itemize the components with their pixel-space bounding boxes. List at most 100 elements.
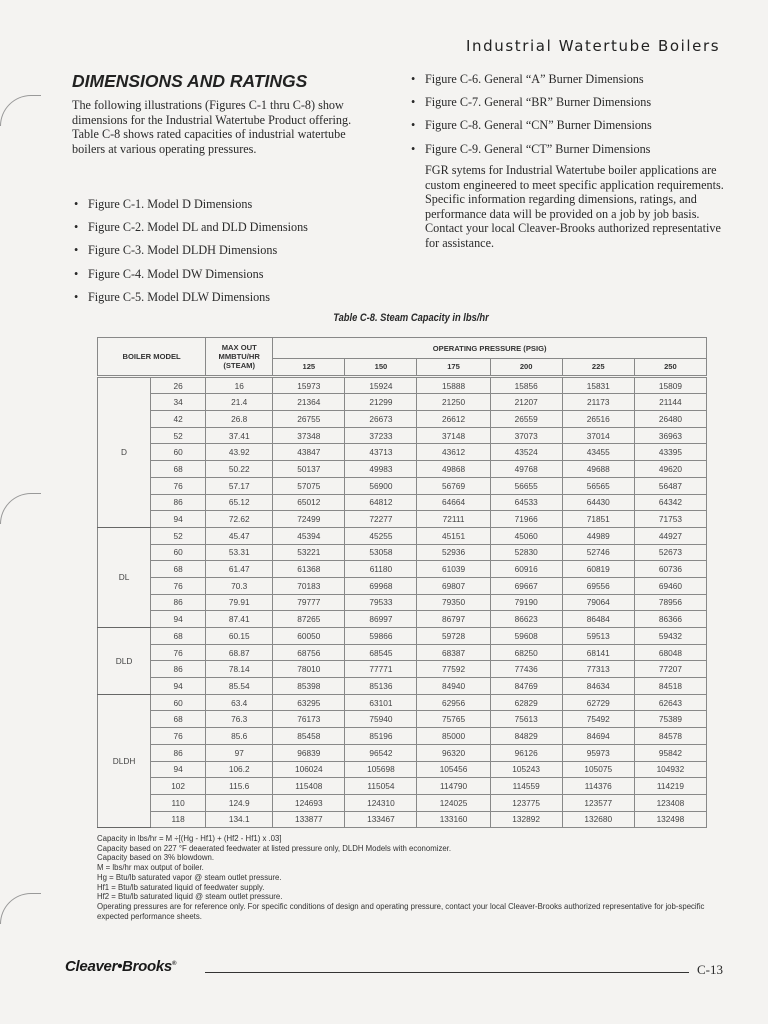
capacity-cell: 69807 bbox=[416, 576, 491, 595]
capacity-cell: 75492 bbox=[561, 710, 635, 729]
model-size-cell: 76 bbox=[150, 576, 207, 595]
model-size-cell: 76 bbox=[150, 727, 207, 745]
capacity-cell: 124310 bbox=[344, 793, 418, 812]
max-out-cell: 57.17 bbox=[205, 476, 274, 495]
capacity-cell: 78010 bbox=[272, 660, 346, 679]
capacity-cell: 56769 bbox=[416, 476, 491, 495]
capacity-cell: 114559 bbox=[489, 777, 563, 795]
capacity-cell: 84940 bbox=[416, 677, 491, 695]
capacity-cell: 84578 bbox=[633, 727, 708, 745]
max-out-cell: 60.15 bbox=[205, 627, 274, 645]
capacity-cell: 72277 bbox=[344, 510, 418, 528]
capacity-cell: 57075 bbox=[272, 476, 346, 495]
capacity-cell: 68141 bbox=[561, 643, 635, 662]
capacity-cell: 26480 bbox=[633, 410, 708, 428]
capacity-cell: 77313 bbox=[561, 660, 635, 679]
max-out-cell: 63.4 bbox=[205, 693, 274, 712]
capacity-cell: 26755 bbox=[272, 410, 346, 428]
max-out-cell: 78.14 bbox=[205, 660, 274, 679]
model-size-cell: 86 bbox=[150, 660, 207, 679]
capacity-cell: 68048 bbox=[633, 643, 708, 662]
note: Hf1 = Btu/lb saturated liquid of feedwat… bbox=[97, 882, 265, 892]
header-pressure: 125 bbox=[272, 358, 346, 378]
capacity-cell: 123577 bbox=[561, 793, 635, 812]
capacity-cell: 71966 bbox=[489, 510, 563, 528]
table-row: 76 85.6 85458 85196 85000 84829 84694 84578 bbox=[98, 727, 708, 745]
list-item: Figure C-6. General “A” Burner Dimension… bbox=[409, 72, 652, 95]
capacity-cell: 69667 bbox=[489, 576, 563, 595]
table-row: 76 70.3 70183 69968 69807 69667 69556 69460 bbox=[98, 576, 708, 595]
max-out-cell: 43.92 bbox=[205, 443, 274, 462]
model-size-cell: 94 bbox=[150, 677, 207, 695]
capacity-cell: 62829 bbox=[489, 693, 563, 712]
table-caption: Table C-8. Steam Capacity in lbs/hr bbox=[333, 312, 489, 324]
capacity-cell: 60736 bbox=[633, 560, 708, 578]
table-row: D 26 16 15973 15924 15888 15856 15831 15809 bbox=[96, 375, 708, 528]
capacity-cell: 49768 bbox=[489, 460, 563, 478]
capacity-cell: 64342 bbox=[633, 493, 708, 512]
header-pressure: 175 bbox=[416, 358, 491, 378]
capacity-cell: 15831 bbox=[561, 375, 635, 395]
punch-hole-mark bbox=[0, 95, 41, 126]
capacity-cell: 85398 bbox=[272, 677, 346, 695]
running-header: Industrial Watertube Boilers bbox=[466, 37, 721, 55]
capacity-cell: 132680 bbox=[561, 810, 635, 829]
table-row: 86 78.14 78010 77771 77592 77436 77313 77207 bbox=[98, 660, 708, 679]
capacity-cell: 61180 bbox=[344, 560, 418, 578]
capacity-cell: 75940 bbox=[344, 710, 418, 729]
capacity-cell: 114219 bbox=[633, 777, 708, 795]
capacity-cell: 115054 bbox=[344, 777, 418, 795]
capacity-cell: 64533 bbox=[489, 493, 563, 512]
capacity-cell: 114376 bbox=[561, 777, 635, 795]
capacity-cell: 56655 bbox=[489, 476, 563, 495]
model-size-cell: 94 bbox=[150, 760, 207, 779]
model-size-cell: 86 bbox=[150, 593, 207, 612]
capacity-cell: 21207 bbox=[489, 393, 563, 412]
max-out-cell: 68.87 bbox=[205, 643, 274, 662]
punch-hole-mark bbox=[0, 893, 41, 924]
max-out-cell: 87.41 bbox=[205, 610, 274, 628]
capacity-cell: 132892 bbox=[489, 810, 563, 829]
note: Operating pressures are for reference on… bbox=[97, 901, 705, 921]
note: Hg = Btu/lb saturated vapor @ steam outl… bbox=[97, 872, 282, 882]
model-size-cell: 52 bbox=[150, 526, 207, 545]
max-out-cell: 76.3 bbox=[205, 710, 274, 729]
max-out-cell: 26.8 bbox=[205, 410, 274, 428]
capacity-cell: 21364 bbox=[272, 393, 346, 412]
model-size-cell: 42 bbox=[150, 410, 207, 428]
table-row: 68 61.47 61368 61180 61039 60916 60819 60736 bbox=[98, 560, 708, 578]
model-size-cell: 52 bbox=[150, 426, 207, 445]
model-size-cell: 60 bbox=[150, 693, 207, 712]
capacity-cell: 52936 bbox=[416, 543, 491, 562]
header-pressure: 225 bbox=[561, 358, 635, 378]
table-row: 94 85.54 85398 85136 84940 84769 84634 84518 bbox=[97, 677, 708, 695]
capacity-cell: 62729 bbox=[561, 693, 635, 712]
capacity-cell: 84769 bbox=[489, 677, 563, 695]
table-row: 118 134.1 133877 133467 133160 132892 132680 13… bbox=[97, 810, 708, 829]
capacity-cell: 21144 bbox=[633, 393, 708, 412]
figure-list-right: Figure C-6. General “A” Burner Dimension… bbox=[409, 72, 652, 165]
capacity-cell: 77771 bbox=[344, 660, 418, 679]
max-out-cell: 106.2 bbox=[205, 760, 274, 779]
model-size-cell: 94 bbox=[150, 610, 207, 628]
capacity-cell: 84518 bbox=[633, 677, 708, 695]
model-size-cell: 68 bbox=[150, 710, 207, 729]
capacity-cell: 79064 bbox=[561, 593, 635, 612]
header-pressure: 200 bbox=[489, 358, 563, 378]
capacity-cell: 72111 bbox=[416, 510, 491, 528]
capacity-cell: 63295 bbox=[272, 693, 346, 712]
intro-paragraph: The following illustrations (Figures C-1… bbox=[72, 98, 352, 156]
model-size-cell: 34 bbox=[150, 393, 207, 412]
capacity-cell: 133160 bbox=[416, 810, 491, 829]
header-max-out: MAX OUT MMBTU/HR (STEAM) bbox=[205, 337, 274, 378]
header-pressure: 250 bbox=[633, 358, 708, 378]
capacity-cell: 63101 bbox=[344, 693, 418, 712]
list-item: Figure C-8. General “CN” Burner Dimensio… bbox=[409, 118, 652, 141]
max-out-cell: 65.12 bbox=[205, 493, 274, 512]
boiler-model-group: D bbox=[96, 375, 152, 528]
capacity-cell: 68387 bbox=[416, 643, 491, 662]
capacity-cell: 56565 bbox=[561, 476, 635, 495]
model-size-cell: 26 bbox=[150, 375, 207, 395]
capacity-cell: 96839 bbox=[272, 743, 346, 762]
model-size-cell: 76 bbox=[150, 476, 207, 495]
